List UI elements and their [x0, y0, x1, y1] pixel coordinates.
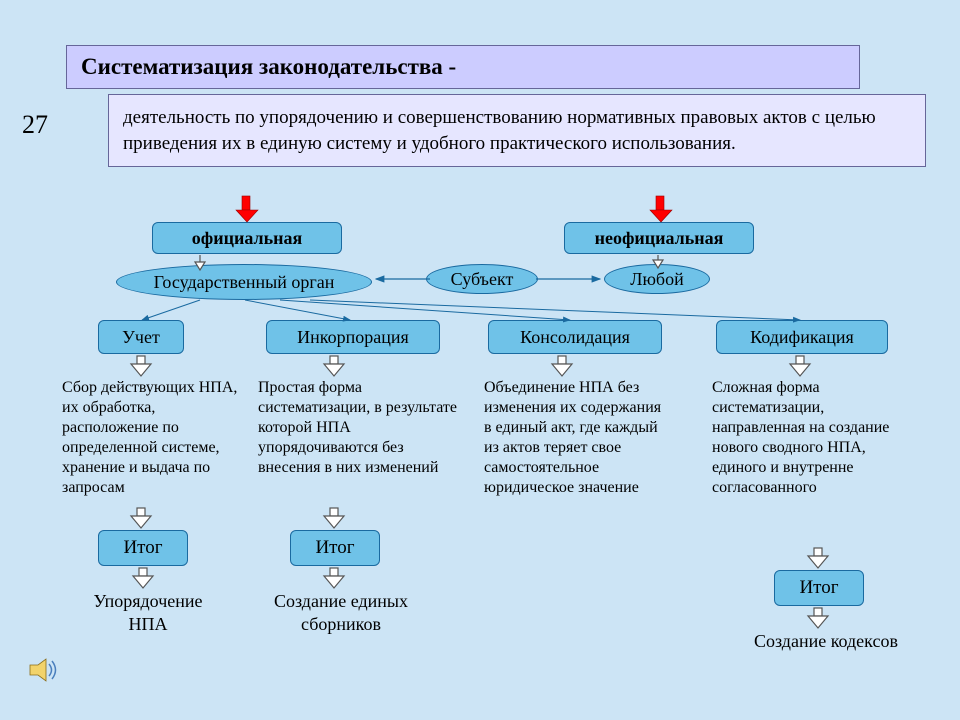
desc-kodif: Сложная форма систематизации, направленн…	[712, 378, 910, 498]
branch-official: официальная	[152, 222, 342, 254]
branch-unofficial: неофициальная	[564, 222, 754, 254]
result-uchet: Упорядочение НПА	[78, 590, 218, 635]
result-inkorp: Создание единых сборников	[256, 590, 426, 635]
subject-gov: Государственный орган	[116, 264, 372, 300]
description-text: деятельность по упорядочению и совершенс…	[123, 107, 876, 154]
itog-kodif: Итог	[774, 570, 864, 606]
sound-icon	[28, 657, 58, 688]
method-uchet: Учет	[98, 320, 184, 354]
title-text: Систематизация законодательства -	[81, 54, 456, 79]
itog-inkorp: Итог	[290, 530, 380, 566]
desc-uchet: Сбор действующих НПА, их обработка, расп…	[62, 378, 242, 498]
red-arrow-unofficial	[650, 196, 672, 222]
subject-any: Любой	[604, 264, 710, 294]
method-kodif: Кодификация	[716, 320, 888, 354]
method-konsol: Консолидация	[488, 320, 662, 354]
desc-konsol: Объединение НПА без изменения их содержа…	[484, 378, 672, 498]
description-box: деятельность по упорядочению и совершенс…	[108, 94, 926, 167]
itog-uchet: Итог	[98, 530, 188, 566]
method-inkorp: Инкорпорация	[266, 320, 440, 354]
subject-subject: Субъект	[426, 264, 538, 294]
red-arrow-official	[236, 196, 258, 222]
page-number: 27	[22, 110, 48, 140]
result-kodif: Создание кодексов	[736, 630, 916, 653]
desc-inkorp: Простая форма систематизации, в результа…	[258, 378, 458, 478]
title-box: Систематизация законодательства -	[66, 45, 860, 89]
